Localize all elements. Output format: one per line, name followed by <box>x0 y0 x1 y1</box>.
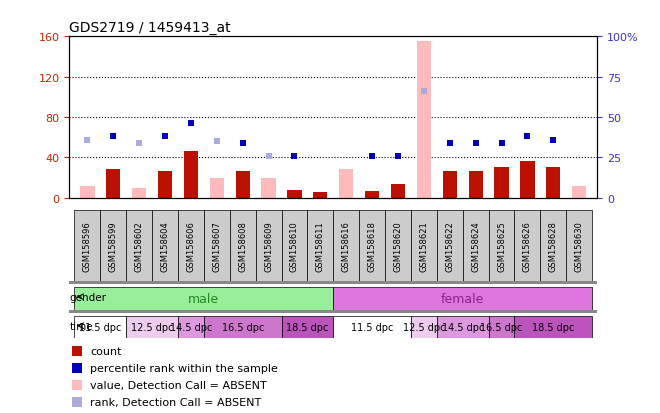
Bar <box>314 192 327 198</box>
Text: GSM158599: GSM158599 <box>109 221 117 271</box>
FancyBboxPatch shape <box>437 317 488 339</box>
Text: GSM158628: GSM158628 <box>549 221 558 271</box>
FancyBboxPatch shape <box>204 317 282 339</box>
Text: 14.5 dpc: 14.5 dpc <box>442 323 484 332</box>
FancyBboxPatch shape <box>515 317 592 339</box>
Text: female: female <box>441 292 484 305</box>
Bar <box>546 168 560 198</box>
Text: 18.5 dpc: 18.5 dpc <box>532 323 574 332</box>
Text: 11.5 dpc: 11.5 dpc <box>79 323 121 332</box>
FancyBboxPatch shape <box>308 211 333 281</box>
FancyBboxPatch shape <box>333 317 411 339</box>
Bar <box>287 190 302 198</box>
Text: GSM158618: GSM158618 <box>368 221 377 271</box>
Text: GSM158620: GSM158620 <box>393 221 403 271</box>
Text: GSM158609: GSM158609 <box>264 221 273 271</box>
FancyBboxPatch shape <box>126 317 178 339</box>
Text: GSM158630: GSM158630 <box>575 221 583 271</box>
FancyBboxPatch shape <box>333 288 592 310</box>
Bar <box>365 191 379 198</box>
Text: GSM158602: GSM158602 <box>135 221 144 271</box>
FancyBboxPatch shape <box>230 211 255 281</box>
FancyBboxPatch shape <box>541 211 566 281</box>
Bar <box>416 42 431 198</box>
Text: percentile rank within the sample: percentile rank within the sample <box>90 363 279 373</box>
Text: GSM158621: GSM158621 <box>419 221 428 271</box>
FancyBboxPatch shape <box>359 211 385 281</box>
FancyBboxPatch shape <box>333 211 359 281</box>
FancyBboxPatch shape <box>75 317 126 339</box>
Text: GSM158606: GSM158606 <box>186 221 195 271</box>
Text: 12.5 dpc: 12.5 dpc <box>403 323 445 332</box>
Bar <box>81 186 94 198</box>
Text: GSM158624: GSM158624 <box>471 221 480 271</box>
FancyBboxPatch shape <box>178 317 204 339</box>
FancyBboxPatch shape <box>282 211 308 281</box>
FancyBboxPatch shape <box>385 211 411 281</box>
Text: value, Detection Call = ABSENT: value, Detection Call = ABSENT <box>90 380 267 390</box>
Text: count: count <box>90 347 122 356</box>
Text: GSM158626: GSM158626 <box>523 221 532 271</box>
FancyBboxPatch shape <box>488 211 515 281</box>
Text: GDS2719 / 1459413_at: GDS2719 / 1459413_at <box>69 21 231 35</box>
Text: GSM158625: GSM158625 <box>497 221 506 271</box>
Bar <box>339 170 353 198</box>
Bar <box>106 170 120 198</box>
Text: male: male <box>188 292 220 305</box>
FancyBboxPatch shape <box>255 211 282 281</box>
Text: GSM158611: GSM158611 <box>316 221 325 271</box>
Text: GSM158607: GSM158607 <box>213 221 221 271</box>
Bar <box>158 172 172 198</box>
Text: GSM158608: GSM158608 <box>238 221 248 271</box>
Text: 14.5 dpc: 14.5 dpc <box>170 323 212 332</box>
Text: GSM158596: GSM158596 <box>83 221 92 271</box>
Bar <box>210 178 224 198</box>
Bar <box>132 188 147 198</box>
FancyBboxPatch shape <box>69 310 597 313</box>
FancyBboxPatch shape <box>75 211 100 281</box>
Bar <box>184 152 198 198</box>
FancyBboxPatch shape <box>126 211 152 281</box>
Text: 18.5 dpc: 18.5 dpc <box>286 323 329 332</box>
FancyBboxPatch shape <box>488 317 515 339</box>
Text: 11.5 dpc: 11.5 dpc <box>351 323 393 332</box>
FancyBboxPatch shape <box>515 211 541 281</box>
Bar <box>391 184 405 198</box>
Text: gender: gender <box>69 292 106 302</box>
Text: 16.5 dpc: 16.5 dpc <box>222 323 264 332</box>
FancyBboxPatch shape <box>463 211 488 281</box>
Text: 12.5 dpc: 12.5 dpc <box>131 323 174 332</box>
FancyBboxPatch shape <box>411 317 437 339</box>
Bar <box>469 172 482 198</box>
FancyBboxPatch shape <box>178 211 204 281</box>
FancyBboxPatch shape <box>100 211 126 281</box>
Text: rank, Detection Call = ABSENT: rank, Detection Call = ABSENT <box>90 397 261 407</box>
Text: GSM158616: GSM158616 <box>342 221 350 271</box>
Text: GSM158622: GSM158622 <box>446 221 454 271</box>
FancyBboxPatch shape <box>69 281 597 284</box>
Text: GSM158610: GSM158610 <box>290 221 299 271</box>
Bar <box>236 172 250 198</box>
FancyBboxPatch shape <box>75 288 333 310</box>
Text: 16.5 dpc: 16.5 dpc <box>480 323 523 332</box>
Bar <box>520 162 535 198</box>
Bar <box>494 168 509 198</box>
FancyBboxPatch shape <box>152 211 178 281</box>
Bar <box>443 172 457 198</box>
Text: GSM158604: GSM158604 <box>160 221 170 271</box>
FancyBboxPatch shape <box>282 317 333 339</box>
Bar <box>572 186 586 198</box>
Bar <box>261 178 276 198</box>
FancyBboxPatch shape <box>437 211 463 281</box>
FancyBboxPatch shape <box>566 211 592 281</box>
FancyBboxPatch shape <box>204 211 230 281</box>
Text: time: time <box>69 321 93 331</box>
FancyBboxPatch shape <box>411 211 437 281</box>
